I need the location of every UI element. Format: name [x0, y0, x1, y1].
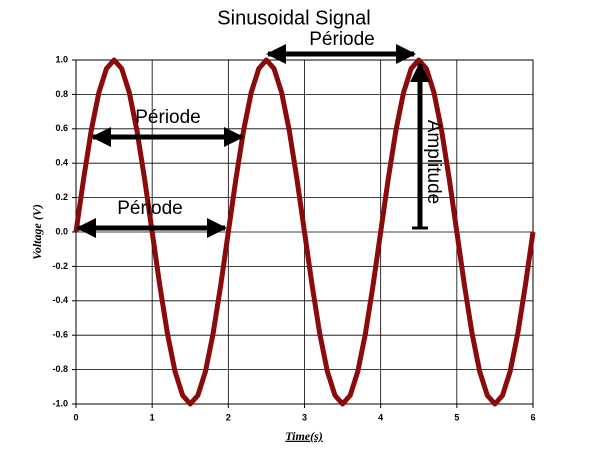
x-tick-label: 6: [530, 412, 535, 422]
x-tick-label: 3: [302, 412, 307, 422]
y-tick-label: 0.8: [55, 89, 68, 99]
x-tick-label: 4: [378, 412, 383, 422]
y-tick-label: -0.6: [52, 330, 68, 340]
y-tick-label: 0.4: [55, 158, 68, 168]
y-tick-label: 0.0: [55, 226, 68, 236]
x-tick-label: 0: [73, 412, 78, 422]
y-tick-label: 0.2: [55, 192, 68, 202]
chart-title: Sinusoidal Signal: [217, 7, 370, 29]
x-axis-label: Time(s): [285, 429, 323, 443]
y-tick-label: -0.2: [52, 261, 68, 271]
y-tick-label: -0.8: [52, 364, 68, 374]
y-tick-label: -0.4: [52, 295, 68, 305]
x-tick-label: 1: [150, 412, 155, 422]
y-tick-label: 0.6: [55, 123, 68, 133]
annotation-label: Période: [117, 198, 183, 219]
annotation-label: Amplitude: [423, 120, 444, 205]
x-tick-label: 5: [454, 412, 459, 422]
y-tick-label: 1.0: [55, 54, 68, 64]
annotation-label: Période: [309, 29, 375, 50]
y-axis-label: Voltage (V): [30, 204, 44, 260]
annotation-label: Période: [135, 107, 201, 128]
x-tick-label: 2: [226, 412, 231, 422]
y-tick-label: -1.0: [52, 398, 68, 408]
